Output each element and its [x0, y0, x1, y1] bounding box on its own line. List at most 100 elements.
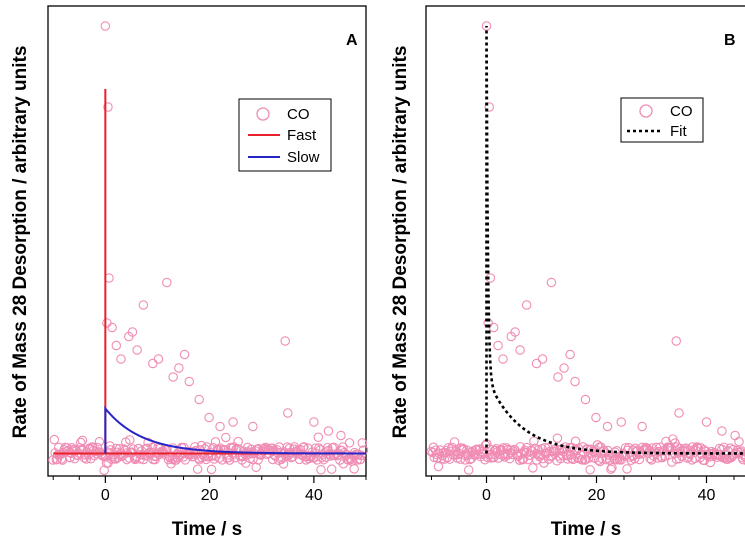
panel-a-co-point	[282, 442, 292, 452]
panel-a-co-point	[168, 372, 178, 382]
panel-a-fast-curve	[53, 89, 366, 455]
panel-a-co-point	[312, 455, 322, 465]
panel-a-co-point	[228, 417, 238, 427]
panel-b-co-point	[696, 443, 706, 453]
panel-a-x-ticks: 0 20 40	[52, 476, 367, 504]
panel-b-co-point	[559, 363, 569, 373]
panel-a-y-axis-title: Rate of Mass 28 Desorption / arbitrary u…	[10, 46, 31, 439]
panel-a-x-axis-title: Time / s	[172, 519, 242, 540]
panel-b-co-point	[546, 277, 557, 288]
panel-b-co-point	[607, 462, 617, 473]
panel-a-legend-fast-label: Fast	[287, 127, 317, 144]
panel-b-co-point	[570, 376, 580, 387]
panel-b-co-point	[545, 446, 555, 457]
panel-a-co-point	[190, 442, 200, 452]
panel-b-co-point	[552, 433, 563, 443]
panel-b-co-point	[743, 458, 745, 466]
panel-a-co-point	[309, 417, 319, 427]
panel-a-co-point	[94, 436, 105, 447]
panel-b-co-point	[734, 436, 744, 447]
panel-a-co-point	[102, 318, 112, 328]
panel-a-co-point	[56, 454, 67, 464]
panel-a-co-point	[349, 464, 359, 474]
panel-b-co-point	[493, 340, 503, 351]
panel-a-co-point	[77, 435, 88, 446]
panel-b-co-point	[602, 421, 613, 432]
panel-b-legend-box	[620, 97, 704, 143]
panel-b-co-point	[642, 444, 653, 454]
panel-b-co-point	[488, 322, 499, 333]
panel-a-co-point	[148, 358, 158, 369]
panel-b: 0 20 40 B Time / s Rate of Mass 28 Desorpt…	[390, 5, 745, 540]
panel-a-co-point	[116, 354, 126, 364]
panel-b-co-point	[528, 463, 538, 473]
panel-b-co-point	[460, 455, 470, 465]
panel-b-co-point	[580, 394, 591, 405]
panel-b-co-point	[498, 354, 508, 364]
panel-b-co-point	[529, 436, 539, 446]
panel-b-co-point	[585, 464, 595, 475]
panel-b-y-axis-title: Rate of Mass 28 Desorption / arbitrary u…	[390, 46, 411, 439]
panel-a-co-point	[107, 322, 117, 333]
panel-a-co-point	[323, 426, 334, 436]
panel-a-co-point	[99, 465, 109, 476]
panel-b-co-point	[521, 300, 532, 310]
panel-a-legend: CO Fast Slow	[238, 98, 332, 172]
panel-b-co-point	[463, 465, 474, 475]
panel-b-co-point	[671, 336, 681, 346]
panel-a-co-point	[192, 464, 203, 474]
panel-b-x-tick-label-0: 0	[482, 487, 491, 504]
panel-b-co-point	[531, 358, 542, 369]
panel-b-co-point	[705, 457, 716, 468]
panel-a-legend-co-marker	[256, 107, 270, 121]
panel-a-slow-curve	[104, 405, 367, 455]
panel-b-frame	[425, 5, 745, 477]
panel-a-co-point	[117, 451, 127, 462]
panel-b-co-point	[462, 445, 472, 455]
panel-a-co-point	[224, 455, 235, 465]
panel-b-legend: CO Fit	[620, 97, 704, 143]
panel-b-co-point	[667, 457, 677, 467]
panel-a-co-point	[111, 340, 122, 351]
panel-b-co-point	[510, 327, 520, 337]
panel-a-co-point	[280, 336, 290, 346]
panel-a-marks	[48, 21, 369, 476]
panel-a-co-point	[251, 462, 261, 473]
panel-b-co-point	[481, 21, 492, 31]
panel-b-co-point	[701, 417, 712, 427]
panel-a-co-point	[215, 421, 225, 432]
panel-b-co-point	[591, 412, 601, 423]
panel-b-co-point	[634, 454, 645, 465]
panel-b-co-point	[730, 430, 740, 441]
panel-b-co-point	[660, 451, 670, 461]
panel-b-co-point	[616, 417, 626, 427]
panel-a-frame	[47, 5, 367, 477]
panel-b-co-point	[717, 426, 727, 436]
panel-b-x-axis-title: Time / s	[551, 519, 621, 540]
panel-a-co-point	[52, 454, 63, 465]
panel-b-co-point	[622, 464, 632, 474]
panel-a-co-point	[283, 408, 293, 418]
panel-a-co-point	[248, 421, 258, 432]
panel-b-co-point	[553, 372, 563, 382]
panel-a-co-point	[100, 21, 111, 31]
panel-a-co-point	[221, 432, 231, 443]
panel-a-co-point	[310, 443, 321, 453]
panel-a-co-point	[204, 412, 214, 423]
panel-b-legend-co-label: CO	[670, 103, 693, 120]
panel-b-x-tick-label-1: 20	[588, 487, 606, 504]
panel-b-co-point	[606, 464, 616, 475]
panel-a-letter: A	[346, 32, 358, 49]
panel-a-co-point	[253, 455, 263, 465]
panel-b-co-point	[484, 102, 494, 112]
panel-a-x-tick-label-2: 40	[305, 487, 323, 504]
panel-a-co-point	[184, 376, 195, 387]
panel-a-x-tick-label-0: 0	[101, 487, 110, 504]
panel-a: 0 20 40 A Time / s Rate of Mass 28 Desorpt…	[10, 5, 369, 540]
panel-a-co-point	[153, 354, 164, 364]
panel-b-co-point	[537, 354, 548, 364]
panel-a-legend-co-label: CO	[287, 106, 310, 123]
panel-b-co-point	[741, 452, 745, 462]
panel-b-co-point	[477, 449, 488, 459]
panel-a-legend-slow-label: Slow	[287, 149, 320, 166]
